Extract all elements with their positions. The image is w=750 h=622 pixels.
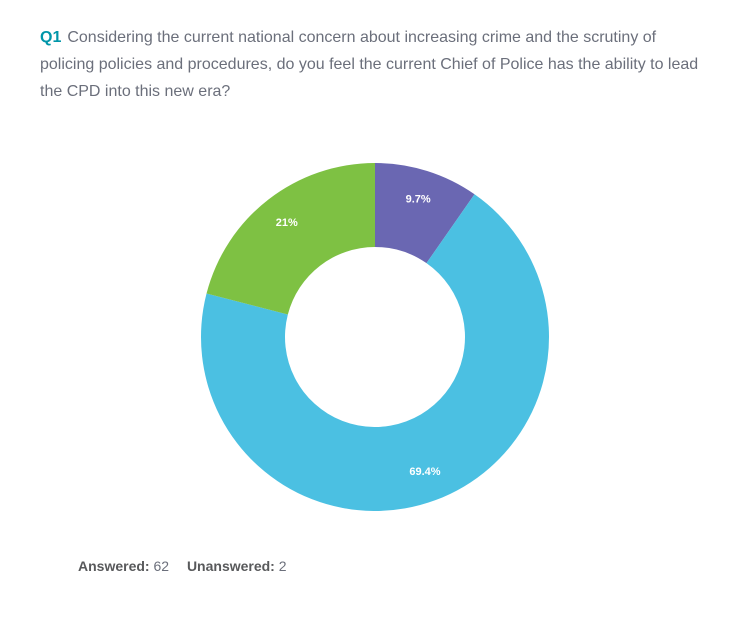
answered-label: Answered: [78,558,150,574]
question-text: Considering the current national concern… [40,29,698,100]
question-number: Q1 [40,29,61,46]
unanswered-label: Unanswered: [187,558,275,574]
answered-value: 62 [153,558,169,574]
donut-chart-container: 9.7% 69.4% 21% [40,122,710,552]
response-stats: Answered: 62 Unanswered: 2 [40,552,710,574]
question-heading: Q1Considering the current national conce… [40,24,710,106]
donut-slice-2 [207,163,375,315]
donut-slice-label-2: 21% [276,217,298,229]
donut-slice-label-0: 9.7% [406,193,431,205]
unanswered-value: 2 [279,558,287,574]
donut-slice-label-1: 69.4% [409,466,440,478]
donut-chart: 9.7% 69.4% 21% [195,157,555,517]
